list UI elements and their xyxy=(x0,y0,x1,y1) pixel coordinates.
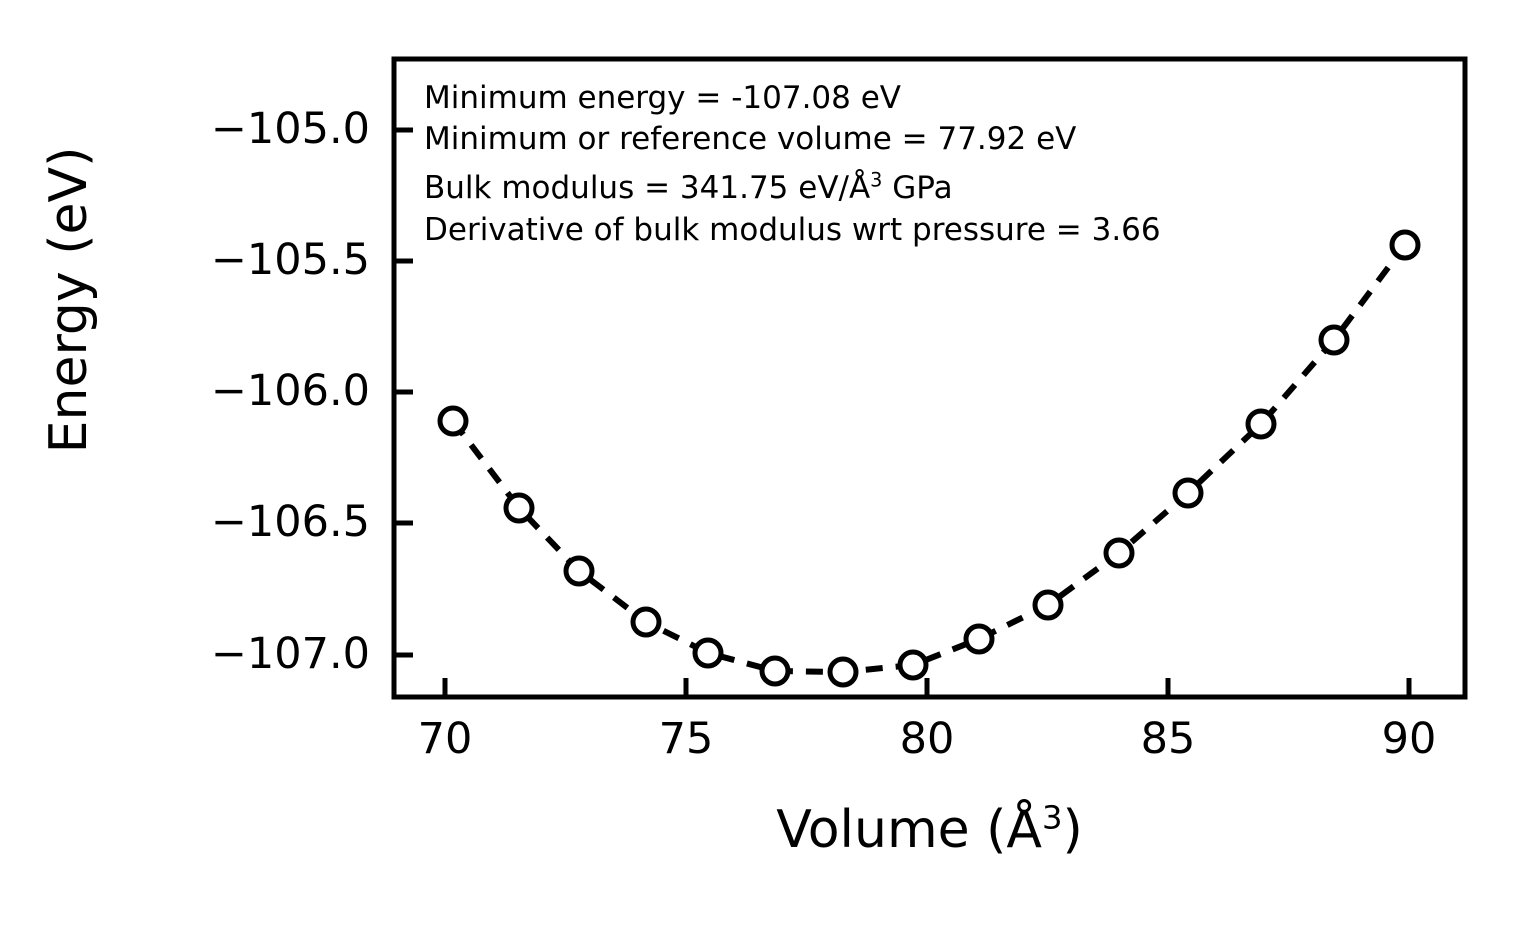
annotation-bulk-modulus-superscript: 3 xyxy=(870,169,883,193)
x-tick-label: 70 xyxy=(417,714,473,764)
data-point xyxy=(1032,589,1064,621)
data-point xyxy=(963,623,995,655)
y-tick-label: −105.0 xyxy=(210,104,370,154)
data-point xyxy=(1172,477,1204,509)
plot-frame xyxy=(391,56,1468,700)
x-tick-label: 80 xyxy=(899,714,955,764)
data-point xyxy=(1389,229,1421,261)
x-tick-label: 90 xyxy=(1381,714,1437,764)
x-tick-label: 85 xyxy=(1140,714,1196,764)
y-axis-label: Energy (eV) xyxy=(39,146,99,454)
data-point xyxy=(1103,537,1135,569)
series-line xyxy=(450,243,1408,676)
data-point xyxy=(692,637,724,669)
data-point xyxy=(437,405,469,437)
data-point xyxy=(827,656,859,688)
y-tick-label: −107.0 xyxy=(210,629,370,679)
data-point xyxy=(1245,408,1277,440)
annotation-minimum-volume: Minimum or reference volume = 77.92 eV xyxy=(424,121,1077,158)
x-axis-label-base: Volume (Å xyxy=(776,800,1042,860)
x-axis-label-superscript: 3 xyxy=(1041,798,1063,837)
annotation-bulk-modulus-tail: GPa xyxy=(882,170,953,207)
annotation-bulk-modulus-base: Bulk modulus = 341.75 eV/Å xyxy=(424,170,871,207)
x-axis-label-tail: ) xyxy=(1062,800,1083,860)
data-point xyxy=(630,606,662,638)
annotation-minimum-energy: Minimum energy = -107.08 eV xyxy=(424,80,902,116)
data-point xyxy=(759,655,791,687)
x-tick-label: 75 xyxy=(658,714,714,764)
tick-marks xyxy=(394,127,1412,697)
y-tick-label: −105.5 xyxy=(210,235,370,285)
data-point xyxy=(563,555,595,587)
series-markers xyxy=(437,229,1421,688)
x-axis-label: Volume (Å3) xyxy=(394,800,1465,860)
data-point xyxy=(503,492,535,524)
annotation-bulk-modulus: Bulk modulus = 341.75 eV/Å3 GPa xyxy=(424,168,1161,209)
y-tick-label: −106.0 xyxy=(210,366,370,416)
y-tick-label: −106.5 xyxy=(210,497,370,547)
data-point xyxy=(897,649,929,681)
annotation-bulk-modulus-derivative: Derivative of bulk modulus wrt pressure … xyxy=(424,211,1161,248)
data-point xyxy=(1318,324,1350,356)
fit-results-annotation: Minimum energy = -107.08 eV Minimum or r… xyxy=(424,78,1161,251)
